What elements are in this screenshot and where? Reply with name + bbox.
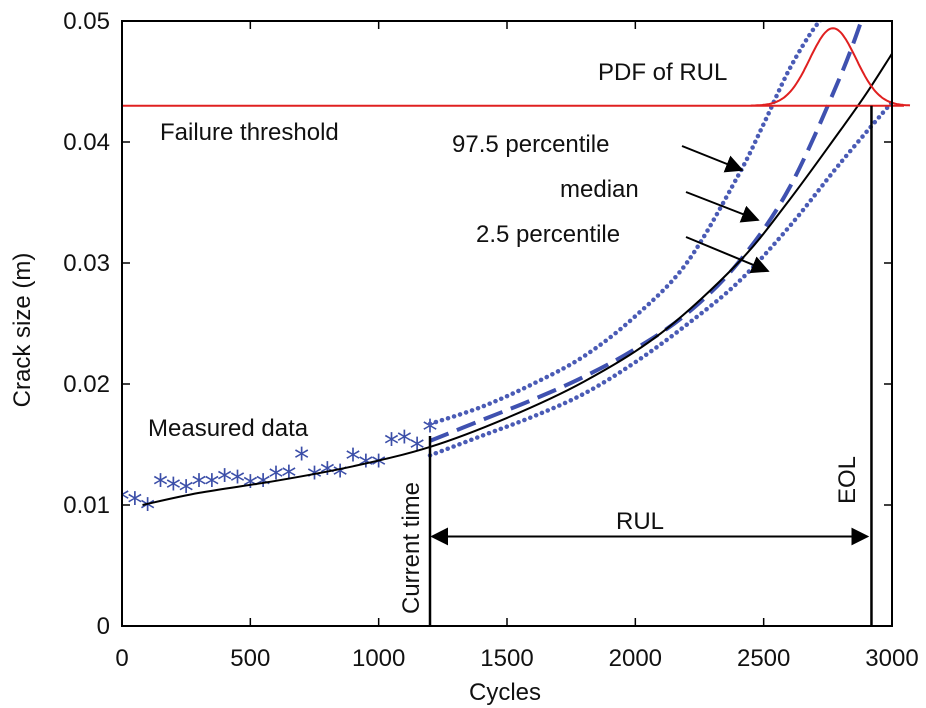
rul-label: RUL: [616, 508, 664, 535]
measured-data-point: *: [230, 465, 245, 500]
measured-data-point: *: [256, 468, 271, 503]
measured-data-point: *: [281, 460, 296, 495]
x-tick-label: 0: [115, 645, 128, 672]
measured-data-point: *: [153, 468, 168, 503]
measured-data-point: *: [410, 432, 425, 467]
p25-curve: [427, 99, 892, 458]
median-label: median: [560, 176, 639, 203]
pdf-label: PDF of RUL: [598, 59, 727, 86]
measured-data-point: *: [140, 493, 155, 528]
p975-arrow: [681, 145, 744, 173]
y-tick-label: 0.02: [63, 371, 110, 398]
x-tick-label: 1500: [480, 645, 533, 672]
p975-label: 97.5 percentile: [452, 131, 609, 158]
failure-threshold-label: Failure threshold: [160, 119, 339, 146]
current-time-label: Current time: [398, 482, 425, 614]
x-axis-label: Cycles: [469, 679, 541, 706]
measured-data-point: *: [384, 427, 399, 462]
y-axis-label: Crack size (m): [9, 253, 36, 408]
measured-data-point: *: [115, 483, 130, 518]
series-layer: *************************: [115, 21, 892, 528]
p25-label: 2.5 percentile: [476, 221, 620, 248]
x-tick-label: 500: [230, 645, 270, 672]
y-tick-label: 0.05: [63, 8, 110, 35]
measured-data-point: *: [346, 443, 361, 478]
x-tick-label: 3000: [865, 645, 918, 672]
measured-data-point: *: [192, 468, 207, 503]
plot-background: [122, 21, 892, 626]
x-axis-ticks: 0 500 1000 1500 2000 2500 3000: [115, 21, 919, 672]
overlay-layer: [122, 27, 911, 626]
measured-data-point: *: [269, 461, 284, 496]
true-crack-curve: [142, 53, 892, 506]
y-tick-label: 0: [97, 613, 110, 640]
measured-data-point: *: [294, 442, 309, 477]
measured-data-point: *: [127, 487, 142, 522]
measured-data-point: *: [320, 456, 335, 491]
median-curve: [429, 21, 864, 443]
measured-data-point: *: [243, 470, 258, 505]
median-arrow: [685, 191, 760, 223]
pdf-curve: [750, 27, 911, 107]
measured-data-point: *: [179, 474, 194, 509]
x-tick-label: 2500: [737, 645, 790, 672]
measured-data-point: *: [371, 449, 386, 484]
y-tick-label: 0.04: [63, 129, 110, 156]
measured-data-label: Measured data: [148, 415, 309, 442]
x-tick-label: 1000: [352, 645, 405, 672]
measured-data-point: *: [358, 449, 373, 484]
measured-data-point: *: [307, 461, 322, 496]
y-tick-label: 0.01: [63, 492, 110, 519]
y-axis-ticks: 0 0.01 0.02 0.03 0.04 0.05: [63, 8, 892, 640]
measured-data-point: *: [204, 468, 219, 503]
y-tick-label: 0.03: [63, 250, 110, 277]
x-tick-label: 2000: [609, 645, 662, 672]
measured-data-point: *: [397, 425, 412, 460]
p975-curve: [427, 21, 824, 427]
eol-label: EOL: [834, 456, 861, 504]
p25-arrow: [685, 236, 770, 274]
